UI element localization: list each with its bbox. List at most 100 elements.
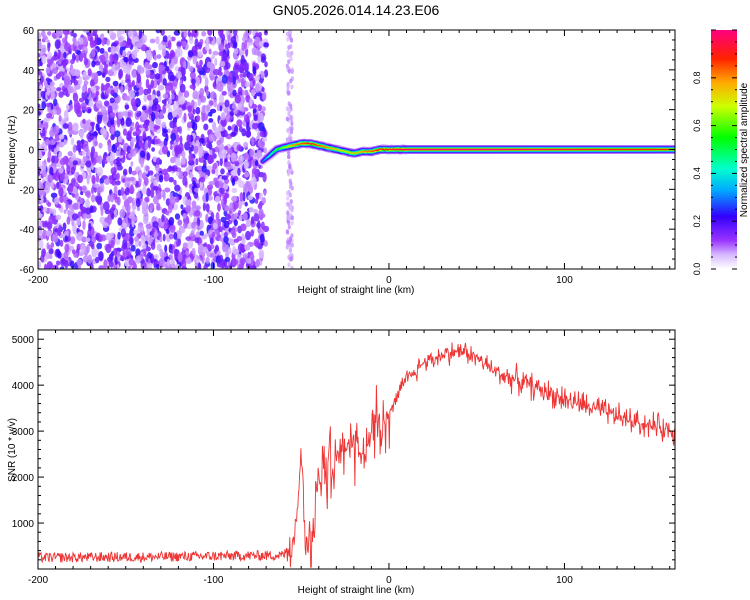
noise-speck: [135, 197, 141, 208]
noise-speck: [234, 212, 239, 218]
noise-speck: [204, 77, 209, 87]
noise-speck: [191, 221, 196, 229]
noise-speck: [240, 77, 245, 88]
noise-speck: [114, 58, 118, 65]
noise-speck: [240, 54, 245, 65]
noise-speck: [80, 102, 87, 111]
noise-speck: [156, 90, 161, 97]
noise-speck: [49, 139, 56, 146]
noise-speck: [238, 263, 244, 269]
noise-speck: [103, 259, 108, 269]
noise-speck: [250, 216, 255, 225]
noise-speck: [289, 256, 293, 262]
noise-speck: [117, 217, 123, 226]
noise-speck: [244, 81, 250, 88]
noise-speck: [146, 152, 150, 161]
noise-speck: [257, 54, 262, 64]
noise-speck: [75, 54, 79, 63]
noise-speck: [129, 184, 134, 194]
noise-speck: [113, 264, 117, 269]
x-tick-label: 0: [386, 575, 392, 586]
noise-speck: [112, 46, 119, 52]
noise-speck: [221, 90, 227, 96]
noise-speck: [150, 188, 155, 198]
snr-panel: -200 -100 0 100 1000 2000 3000 4000 5000 Height …: [7, 329, 676, 596]
noise-speck: [228, 247, 232, 255]
noise-speck: [70, 260, 75, 269]
noise-speck: [251, 103, 258, 109]
noise-speck: [161, 48, 166, 57]
noise-speck: [288, 247, 292, 253]
snr-ticks: -200 -100 0 100 1000 2000 3000 4000 5000: [12, 329, 675, 586]
noise-speck: [147, 139, 151, 149]
colorbar: 0.0 0.2 0.4 0.6 0.8 Normalized spectral ampl…: [692, 29, 750, 275]
noise-speck: [59, 172, 65, 182]
noise-speck: [162, 35, 168, 43]
noise-speck: [175, 49, 180, 58]
noise-speck: [286, 128, 290, 133]
noise-speck: [193, 145, 198, 155]
noise-speck: [258, 40, 264, 47]
noise-speck: [47, 244, 53, 250]
noise-speck: [62, 155, 69, 165]
noise-speck: [180, 156, 186, 165]
noise-speck: [49, 208, 53, 214]
noise-speck: [41, 55, 47, 64]
noise-speck: [211, 231, 216, 238]
noise-speck: [182, 212, 187, 219]
noise-speck: [242, 71, 247, 78]
noise-speck: [90, 121, 95, 127]
noise-speck: [83, 80, 89, 86]
noise-speck: [73, 99, 80, 109]
noise-speck: [134, 236, 139, 242]
noise-speck: [55, 214, 62, 221]
noise-speck: [198, 149, 203, 159]
noise-speck: [227, 82, 232, 92]
noise-speck: [122, 178, 126, 183]
noise-speck: [162, 93, 169, 99]
noise-speck: [124, 104, 130, 110]
noise-speck: [123, 56, 129, 63]
noise-speck: [196, 115, 201, 122]
noise-speck: [290, 220, 294, 226]
noise-speck: [78, 52, 84, 62]
noise-speck: [119, 208, 126, 218]
noise-speck: [172, 116, 178, 124]
noise-speck: [229, 202, 234, 212]
noise-speck: [286, 50, 290, 55]
noise-speck: [161, 145, 169, 155]
noise-speck: [87, 68, 92, 77]
noise-speck: [199, 87, 205, 97]
noise-speck: [175, 134, 180, 143]
noise-speck: [173, 179, 177, 186]
noise-speck: [58, 114, 62, 122]
noise-speck: [211, 169, 216, 175]
noise-speck: [40, 90, 46, 98]
noise-speck: [170, 248, 174, 255]
noise-speck: [209, 237, 214, 245]
noise-speck: [52, 155, 59, 164]
noise-speck: [230, 230, 235, 235]
snr-x-label: Height of straight line (km): [298, 585, 415, 596]
noise-speck: [94, 140, 98, 146]
noise-speck: [58, 71, 65, 77]
noise-speck: [96, 187, 103, 193]
noise-speck: [243, 114, 250, 123]
noise-speck: [183, 221, 188, 229]
noise-speck: [253, 114, 258, 121]
noise-speck: [181, 266, 188, 269]
noise-speck: [289, 115, 293, 120]
colorbar-gradient: [711, 30, 737, 269]
noise-speck: [289, 103, 293, 109]
noise-speck: [149, 139, 156, 145]
x-tick-label: -100: [203, 275, 223, 286]
noise-speck: [47, 201, 52, 207]
noise-speck: [172, 102, 179, 111]
noise-speck: [170, 36, 176, 42]
noise-speck: [260, 233, 265, 243]
noise-speck: [111, 103, 118, 110]
noise-speck: [122, 195, 128, 201]
noise-speck: [172, 192, 179, 197]
noise-speck: [238, 66, 245, 74]
